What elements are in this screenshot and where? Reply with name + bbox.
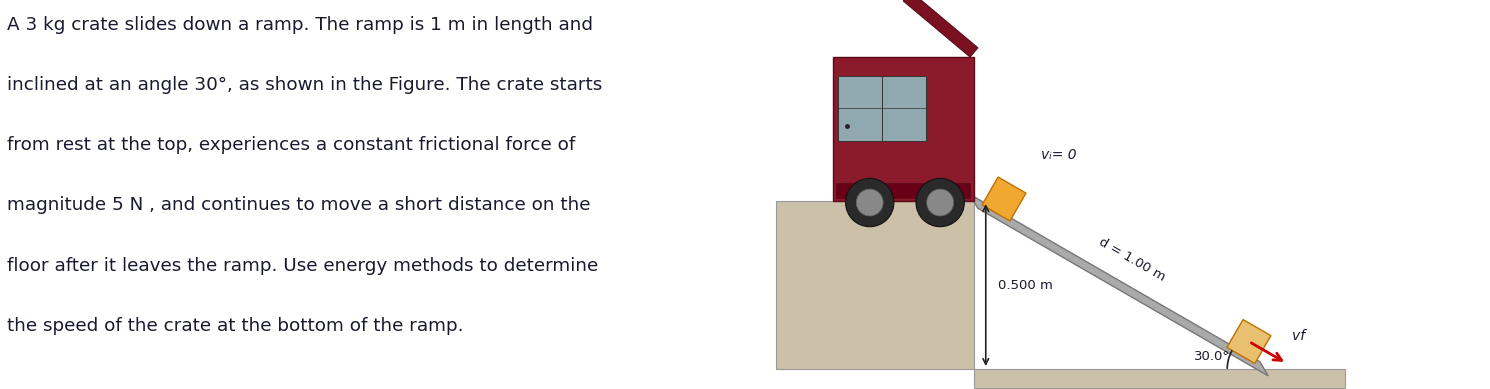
Text: d = 1.00 m: d = 1.00 m [1097,235,1167,284]
Text: magnitude 5 N , and continues to move a short distance on the: magnitude 5 N , and continues to move a … [7,196,592,214]
Text: vf: vf [1292,329,1305,343]
Circle shape [927,189,954,216]
Bar [839,76,925,141]
Text: 30.0°: 30.0° [1193,350,1229,363]
Text: the speed of the crate at the bottom of the ramp.: the speed of the crate at the bottom of … [7,317,463,335]
Bar [833,57,973,201]
Polygon shape [1226,319,1271,363]
Polygon shape [903,0,977,57]
Bar [836,183,970,198]
Text: 0.500 m: 0.500 m [998,279,1053,291]
Polygon shape [970,194,1268,376]
Circle shape [857,189,884,216]
Circle shape [846,179,894,227]
Polygon shape [776,201,973,369]
Circle shape [916,179,964,227]
Text: inclined at an angle 30°, as shown in the Figure. The crate starts: inclined at an angle 30°, as shown in th… [7,76,602,94]
Text: A 3 kg crate slides down a ramp. The ramp is 1 m in length and: A 3 kg crate slides down a ramp. The ram… [7,16,593,33]
Text: vᵢ= 0: vᵢ= 0 [1042,148,1076,162]
Text: from rest at the top, experiences a constant frictional force of: from rest at the top, experiences a cons… [7,136,575,154]
Polygon shape [982,177,1027,221]
Text: floor after it leaves the ramp. Use energy methods to determine: floor after it leaves the ramp. Use ener… [7,257,599,275]
Bar [973,369,1344,388]
